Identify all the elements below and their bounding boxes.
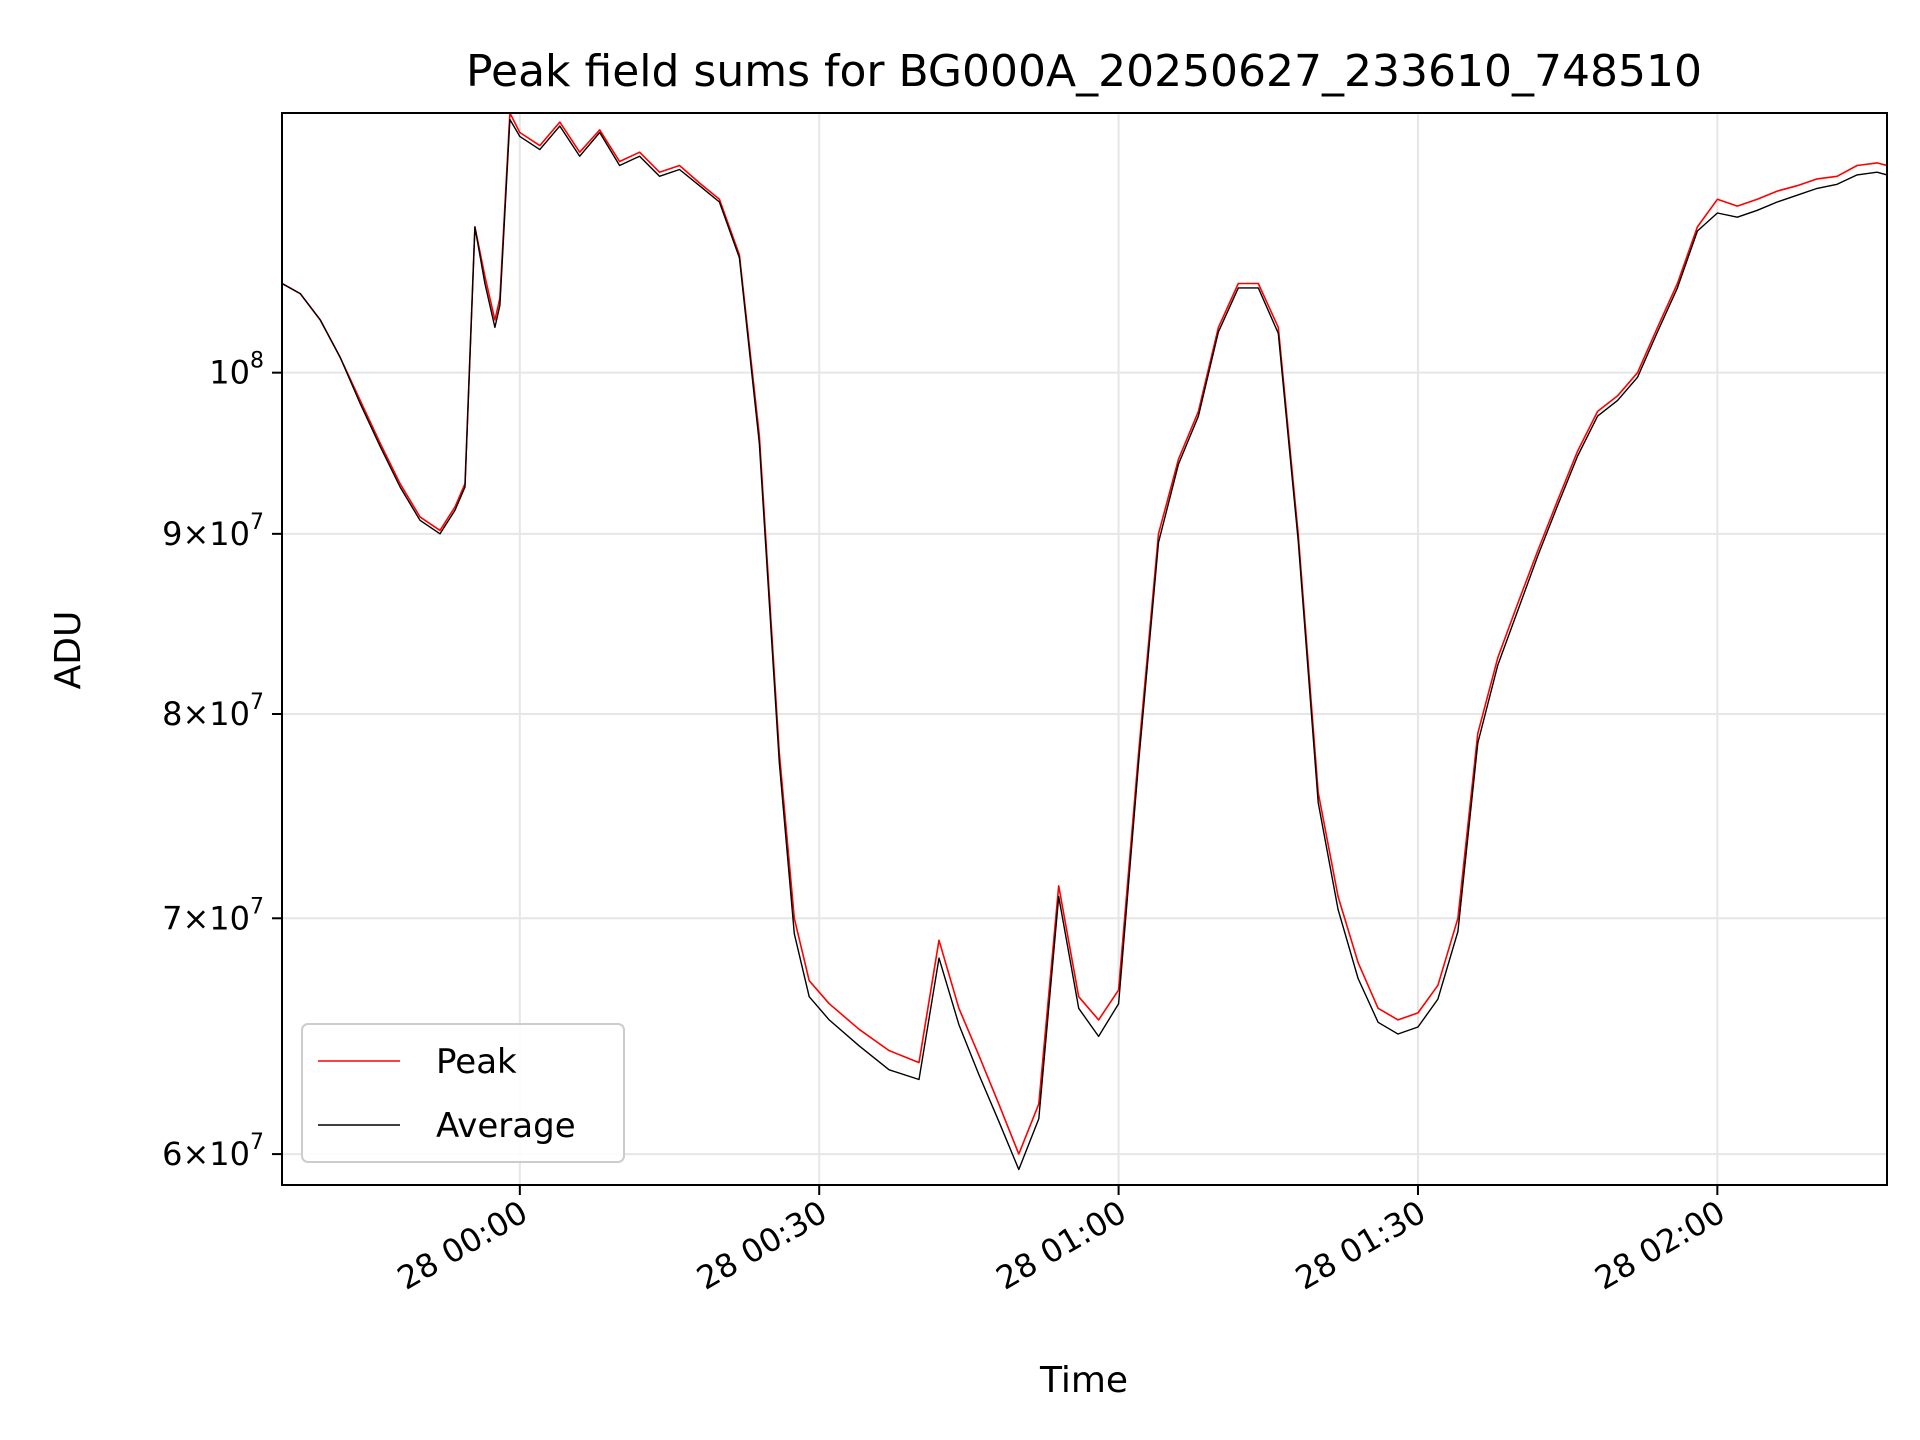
y-tick-label: 108 [209,349,264,392]
x-tick-label: 28 00:30 [690,1193,833,1297]
legend-box [301,1023,625,1163]
x-axis-label: Time [1039,1360,1128,1401]
y-axis-label: ADU [48,611,89,690]
y-tick-label: 7×107 [162,894,264,937]
legend-label-peak: Peak [436,1042,517,1082]
x-tick-label: 28 01:30 [1289,1193,1432,1297]
x-tick-label: 28 02:00 [1588,1193,1731,1297]
y-tick-label: 6×107 [162,1130,264,1173]
series-layer [282,113,1887,1171]
x-tick-label: 28 01:00 [990,1193,1133,1297]
y-tick-label: 8×107 [162,690,264,733]
series-line-peak [282,113,1887,1155]
plot-frame [281,112,1888,1186]
y-axis-ticks: 6×107 7×107 8×107 9×107 108 [162,349,282,1173]
legend-label-average: Average [436,1106,576,1146]
x-tick-label: 28 00:00 [391,1193,534,1297]
x-axis-ticks: 28 00:00 28 00:30 28 01:00 28 01:30 28 02:00 [391,1185,1731,1297]
legend: Peak Average [301,1023,625,1163]
y-tick-label: 9×107 [162,510,264,553]
chart-title: Peak field sums for BG000A_20250627_2336… [466,46,1702,97]
series-line-average [282,118,1887,1171]
